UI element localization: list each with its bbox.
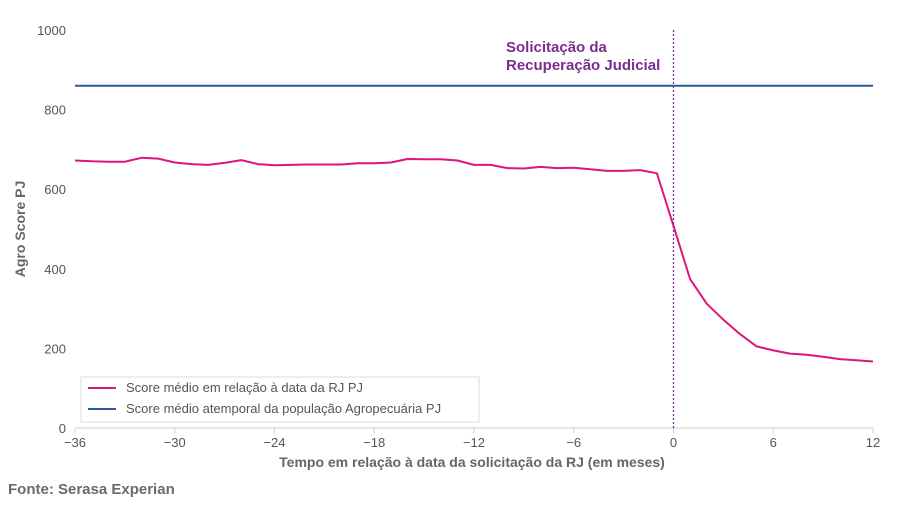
legend: Score médio em relação à data da RJ PJ S… [80,376,480,423]
x-tick-label: −6 [566,435,581,450]
y-tick-label: 200 [44,341,66,356]
legend-box [80,376,480,423]
x-tick-label: 0 [670,435,677,450]
x-tick-label: −18 [363,435,385,450]
plot-layer: 0 200 400 600 800 1000 −36 −30 −24 −18 −12 −6 0 6 12 [37,23,880,450]
y-tick-label: 1000 [37,23,66,38]
legend-label-score-medio-rj: Score médio em relação à data da RJ PJ [126,380,363,395]
x-tick-label: −24 [263,435,285,450]
x-axis-title: Tempo em relação à data da solicitação d… [279,454,665,470]
source-note: Fonte: Serasa Experian [8,481,175,498]
x-tick-label: −30 [164,435,186,450]
x-tick-label: −12 [463,435,485,450]
x-tick-label: 6 [770,435,777,450]
x-tick-label: 12 [866,435,880,450]
x-tick-label: −36 [64,435,86,450]
y-axis-title: Agro Score PJ [12,181,28,277]
y-tick-label: 400 [44,262,66,277]
reference-line-label-1: Solicitação da [506,39,608,56]
y-tick-label: 600 [44,182,66,197]
series-line-score-medio-rj [74,156,874,363]
legend-label-score-medio-atemporal: Score médio atemporal da população Agrop… [126,401,441,416]
y-tick-label: 0 [59,421,66,436]
y-tick-label: 800 [44,103,66,118]
reference-line-label-2: Recuperação Judicial [506,57,660,74]
